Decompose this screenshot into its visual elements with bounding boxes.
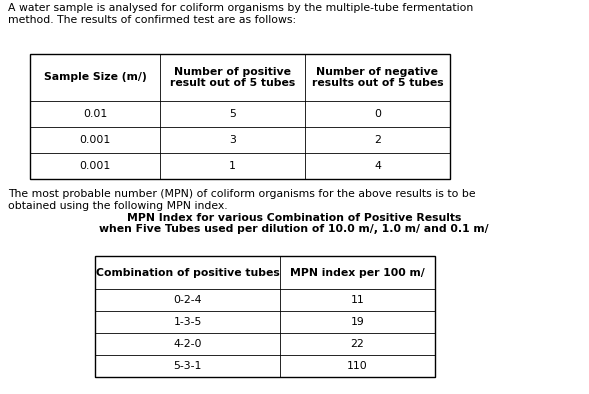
Text: 3: 3 — [229, 135, 236, 145]
Text: 5: 5 — [229, 109, 236, 119]
Text: 4: 4 — [374, 161, 381, 171]
Text: 0-2-4: 0-2-4 — [173, 295, 202, 305]
Text: when Five Tubes used per dilution of 10.0 m/, 1.0 m/ and 0.1 m/: when Five Tubes used per dilution of 10.… — [99, 224, 489, 234]
Text: 0.001: 0.001 — [80, 135, 111, 145]
Bar — [30, 54, 450, 179]
Bar — [95, 256, 435, 377]
Text: 1: 1 — [229, 161, 236, 171]
Text: method. The results of confirmed test are as follows:: method. The results of confirmed test ar… — [8, 15, 296, 25]
Text: 19: 19 — [350, 317, 365, 327]
Text: 0: 0 — [374, 109, 381, 119]
Text: MPN index per 100 m/: MPN index per 100 m/ — [290, 268, 425, 277]
Text: The most probable number (MPN) of coliform organisms for the above results is to: The most probable number (MPN) of colifo… — [8, 189, 476, 199]
Text: 110: 110 — [347, 361, 368, 371]
Text: Combination of positive tubes: Combination of positive tubes — [95, 268, 279, 277]
Text: A water sample is analysed for coliform organisms by the multiple-tube fermentat: A water sample is analysed for coliform … — [8, 3, 473, 13]
Text: Sample Size (m/): Sample Size (m/) — [44, 72, 147, 82]
Text: 0.001: 0.001 — [80, 161, 111, 171]
Text: MPN Index for various Combination of Positive Results: MPN Index for various Combination of Pos… — [127, 213, 461, 223]
Text: 22: 22 — [350, 339, 365, 349]
Text: obtained using the following MPN index.: obtained using the following MPN index. — [8, 201, 227, 211]
Text: 2: 2 — [374, 135, 381, 145]
Text: 5-3-1: 5-3-1 — [173, 361, 201, 371]
Text: 11: 11 — [350, 295, 365, 305]
Text: Number of negative
results out of 5 tubes: Number of negative results out of 5 tube… — [312, 67, 444, 88]
Text: 1-3-5: 1-3-5 — [173, 317, 201, 327]
Text: 0.01: 0.01 — [83, 109, 107, 119]
Text: 4-2-0: 4-2-0 — [173, 339, 202, 349]
Text: Number of positive
result out of 5 tubes: Number of positive result out of 5 tubes — [170, 67, 295, 88]
